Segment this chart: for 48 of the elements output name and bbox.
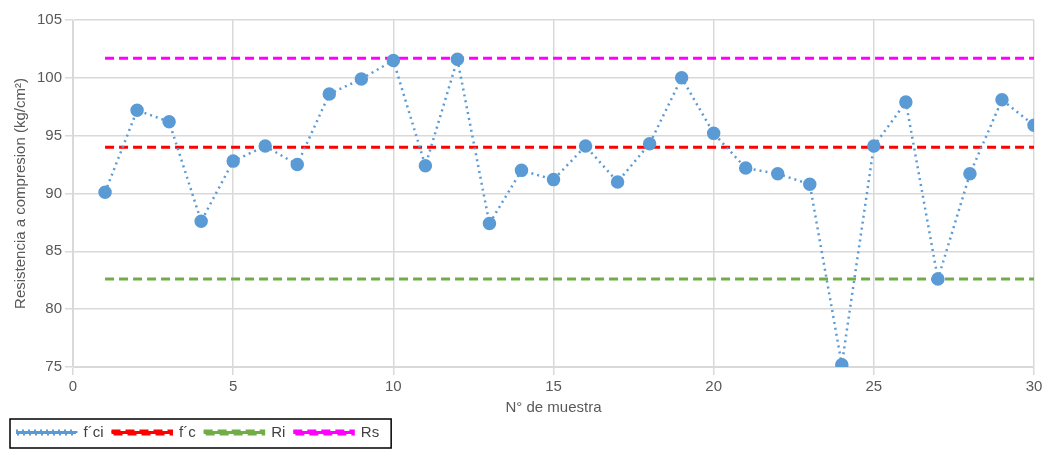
point (899, 95, 913, 109)
point (386, 53, 401, 68)
y-axis-title: Resistencia a compresion (kg/cm²) (11, 78, 29, 309)
point (258, 139, 272, 153)
point (610, 175, 625, 189)
y-tick-label: 85 (45, 241, 63, 259)
point (514, 163, 529, 178)
x-axis-title: N° de muestra (505, 398, 603, 416)
y-tick-label: 95 (45, 125, 63, 143)
point (738, 161, 753, 175)
x-tick-label: 10 (385, 377, 402, 395)
point (578, 139, 593, 153)
point (130, 103, 144, 117)
x-tick-label: 30 (1025, 377, 1043, 395)
point (803, 177, 817, 191)
point (226, 154, 240, 168)
legend-label: f´c (179, 422, 197, 440)
point (931, 272, 945, 286)
point (194, 214, 208, 229)
x-tick-label: 0 (68, 377, 78, 395)
point (706, 126, 721, 141)
y-tick-label: 100 (37, 67, 63, 85)
legend-label: f´ci (83, 422, 104, 440)
point (354, 72, 369, 86)
legend-label: Ri (271, 422, 286, 440)
x-tick-label: 5 (229, 377, 238, 395)
point (418, 158, 433, 173)
y-tick-label: 105 (37, 10, 63, 28)
point (290, 157, 304, 172)
x-tick-label: 20 (705, 377, 723, 395)
y-tick-label: 90 (45, 183, 63, 201)
point (162, 115, 176, 129)
x-tick-label: 25 (865, 377, 883, 395)
point (482, 216, 497, 231)
point (963, 167, 977, 181)
y-tick-label: 75 (45, 357, 63, 375)
point (546, 172, 561, 187)
x-tick-label: 15 (545, 377, 562, 395)
point (322, 87, 337, 101)
point (98, 185, 112, 200)
point (642, 137, 657, 151)
y-tick-label: 80 (45, 299, 63, 317)
point (995, 93, 1009, 107)
legend-label: Rs (360, 422, 380, 440)
point (770, 167, 785, 181)
point (674, 71, 689, 85)
point (450, 52, 465, 67)
point (867, 139, 881, 153)
